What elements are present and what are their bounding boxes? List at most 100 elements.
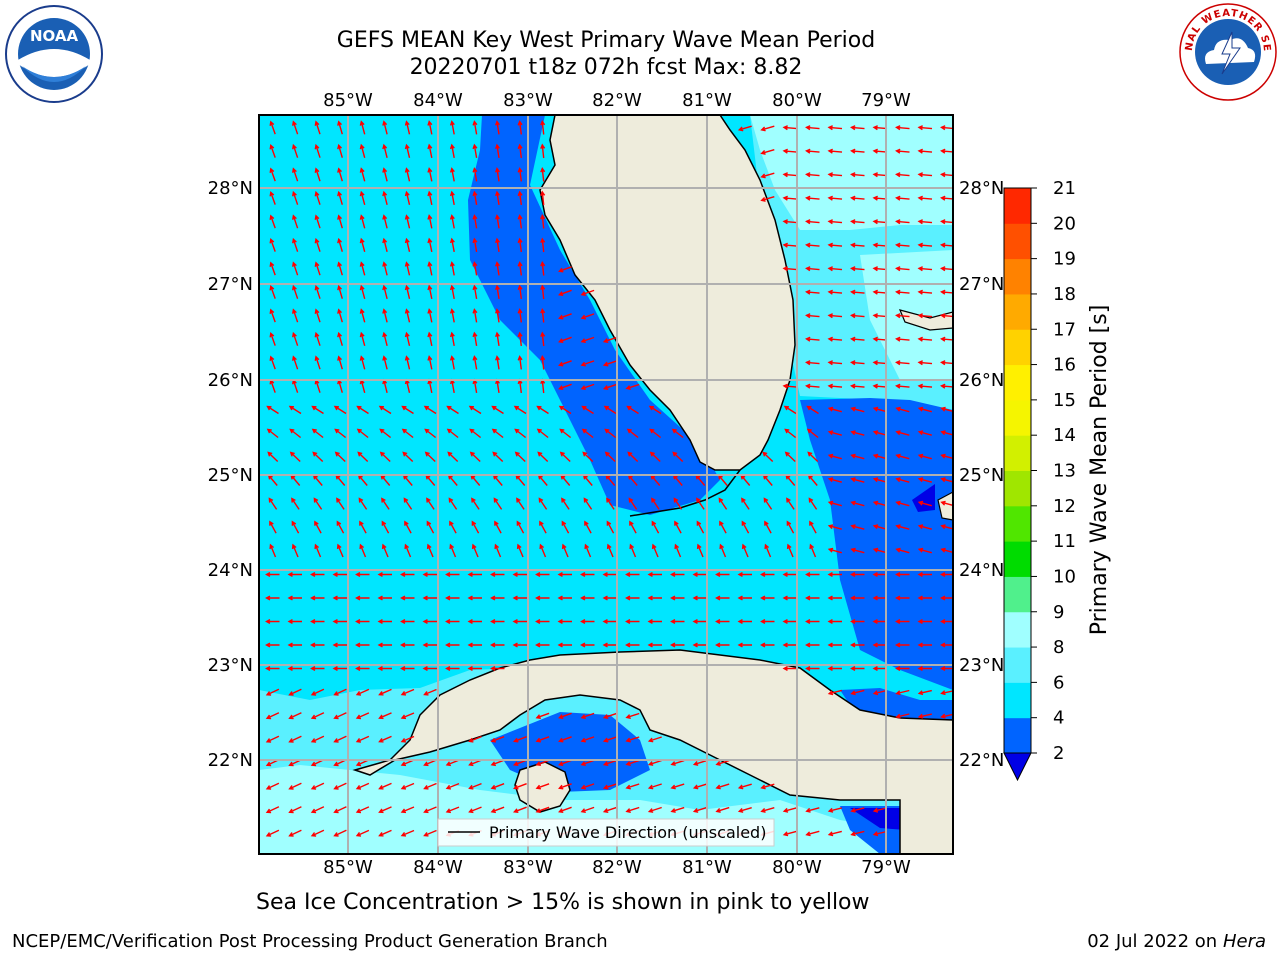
wave-arrow xyxy=(269,520,277,534)
wave-arrow xyxy=(427,355,433,370)
wave-arrow xyxy=(895,689,910,696)
wave-arrow xyxy=(760,783,775,790)
wave-arrow xyxy=(449,143,455,159)
wave-arrow xyxy=(288,782,302,790)
wave-arrow xyxy=(378,688,392,696)
wave-arrow xyxy=(673,497,683,510)
wave-arrow xyxy=(472,167,478,182)
wave-arrow xyxy=(895,195,910,201)
wave-arrow xyxy=(580,759,595,766)
wave-arrow xyxy=(291,543,299,558)
wave-arrow xyxy=(827,830,842,837)
lat-label-right: 24°N xyxy=(959,560,1004,581)
lat-label-right: 28°N xyxy=(959,178,1004,199)
wave-arrow xyxy=(917,242,933,248)
wave-arrow xyxy=(805,360,820,366)
lon-label-bottom: 81°W xyxy=(682,857,732,878)
wave-arrow xyxy=(490,783,505,790)
wave-arrow xyxy=(334,451,346,463)
wave-arrow xyxy=(266,428,279,439)
wave-arrow xyxy=(737,571,752,578)
wave-arrow xyxy=(355,782,370,790)
map-plot-area: Primary Wave Direction (unscaled) xyxy=(259,115,953,854)
wave-arrow xyxy=(580,595,595,601)
wave-arrow xyxy=(359,331,366,346)
wave-arrow xyxy=(379,451,391,463)
wave-arrow xyxy=(535,595,550,601)
wave-arrow xyxy=(737,125,752,132)
wave-arrow xyxy=(805,148,820,154)
wave-arrow xyxy=(382,120,388,135)
wave-arrow xyxy=(805,830,820,837)
wave-arrow xyxy=(741,543,749,558)
credit-date: 02 Jul 2022 on Hera xyxy=(1087,931,1266,952)
wave-arrow xyxy=(337,355,343,370)
wave-arrow xyxy=(359,237,366,252)
wave-arrow xyxy=(872,500,887,507)
wave-arrow xyxy=(827,595,842,601)
wave-arrow xyxy=(287,571,302,578)
wave-arrow xyxy=(805,266,820,272)
wave-arrow xyxy=(337,143,343,158)
wave-arrow xyxy=(670,642,685,648)
lat-label-left: 26°N xyxy=(208,370,253,391)
wave-arrow xyxy=(449,355,455,370)
credit-date-text: 02 Jul 2022 on xyxy=(1087,931,1223,952)
wave-arrow xyxy=(850,148,865,154)
land-grand-bahama xyxy=(898,309,953,331)
wave-arrow xyxy=(805,313,820,319)
wave-arrow xyxy=(336,497,345,510)
wave-arrow xyxy=(517,355,523,370)
wave-arrow xyxy=(782,807,797,813)
wave-arrow xyxy=(445,642,460,648)
wave-arrow xyxy=(495,355,500,370)
wave-arrow xyxy=(333,806,347,814)
wave-arrow xyxy=(512,618,527,625)
wave-arrow xyxy=(602,736,617,743)
wave-arrow xyxy=(850,477,865,483)
wave-arrow xyxy=(580,360,595,367)
wave-arrow xyxy=(472,308,478,323)
wave-arrow xyxy=(310,618,325,625)
wave-arrow xyxy=(314,143,321,158)
wave-arrow xyxy=(628,497,638,510)
wave-arrow xyxy=(292,237,299,252)
wave-arrow xyxy=(472,355,478,370)
wave-arrow xyxy=(827,336,843,342)
wave-arrow xyxy=(895,360,910,366)
wave-arrow xyxy=(827,266,843,272)
wave-arrow xyxy=(513,405,527,415)
colorbar-under-extension xyxy=(1003,752,1032,782)
wave-arrow xyxy=(404,520,412,534)
wave-arrow xyxy=(850,406,865,413)
wave-arrow xyxy=(917,689,932,696)
wave-arrow xyxy=(445,665,460,672)
wave-arrow xyxy=(557,595,572,601)
wave-arrow xyxy=(267,451,279,463)
chart-title: GEFS MEAN Key West Primary Wave Mean Per… xyxy=(336,28,876,53)
wave-arrow xyxy=(517,190,523,205)
wave-arrow xyxy=(558,783,572,790)
wave-arrow xyxy=(404,237,411,252)
wave-arrow xyxy=(895,125,910,131)
wave-arrow xyxy=(426,543,434,558)
wave-arrow xyxy=(805,242,820,248)
wave-arrow xyxy=(539,543,547,558)
wave-arrow xyxy=(517,261,523,276)
colorbar-segment xyxy=(1004,576,1031,613)
wave-arrow xyxy=(468,806,482,814)
wave-arrow xyxy=(310,735,325,743)
lon-label-top: 82°W xyxy=(592,90,642,111)
wave-arrow xyxy=(805,383,820,389)
wave-arrow xyxy=(377,595,392,601)
lon-label-bottom: 83°W xyxy=(503,857,553,878)
wave-arrow xyxy=(535,783,550,790)
colorbar-segment xyxy=(1004,329,1031,366)
wave-arrow xyxy=(827,689,842,696)
colorbar-tick-label: 2 xyxy=(1053,743,1064,764)
wave-arrow xyxy=(266,405,279,415)
wave-arrow xyxy=(782,148,798,154)
wave-arrow xyxy=(561,497,570,510)
wave-arrow xyxy=(602,759,617,766)
wave-arrow xyxy=(355,595,370,601)
